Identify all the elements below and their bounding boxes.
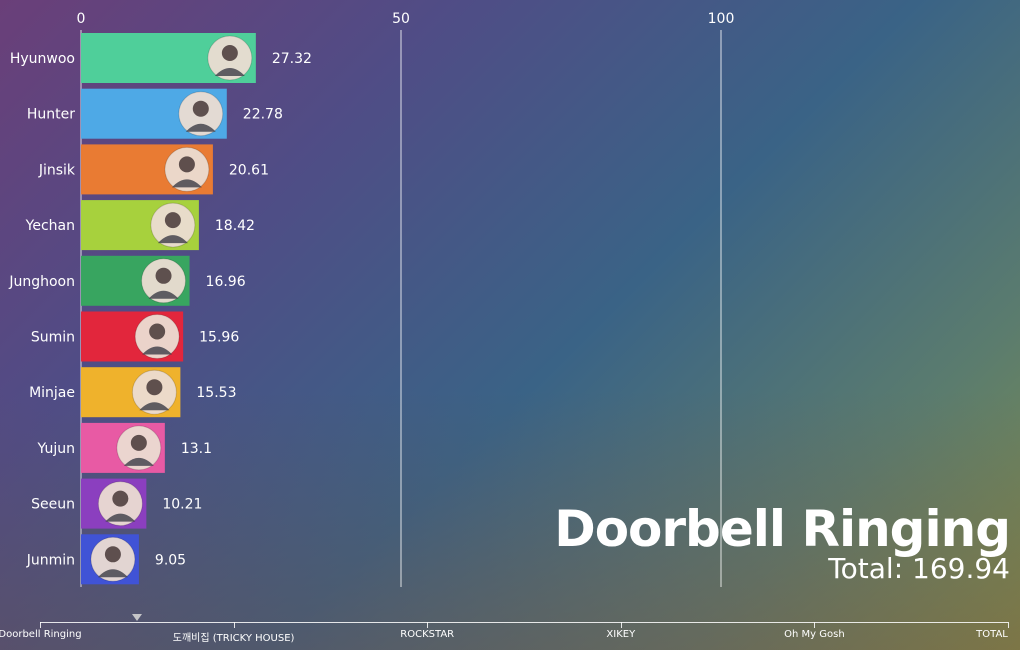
bar-value-hunter: 22.78 bbox=[243, 107, 283, 123]
bar-value-yechan: 18.42 bbox=[215, 218, 255, 234]
bar-label-hunter: Hunter bbox=[27, 107, 75, 123]
bar-value-minjae: 15.53 bbox=[196, 385, 236, 401]
bar-label-sumin: Sumin bbox=[31, 330, 75, 346]
timeline-tick bbox=[1008, 622, 1009, 628]
timeline-tick bbox=[427, 622, 429, 628]
bar-value-junmin: 9.05 bbox=[155, 552, 186, 568]
timeline-label[interactable]: Doorbell Ringing bbox=[0, 629, 82, 640]
bar-value-sumin: 15.96 bbox=[199, 330, 239, 346]
avatar-body-yechan bbox=[157, 235, 188, 244]
avatar-body-hunter bbox=[185, 123, 216, 132]
timeline-label[interactable]: ROCKSTAR bbox=[400, 629, 455, 640]
bar-label-jinsik: Jinsik bbox=[38, 162, 76, 178]
timeline-label[interactable]: XIKEY bbox=[606, 629, 636, 640]
chart-title: Doorbell Ringing bbox=[554, 500, 1011, 558]
bar-label-junghoon: Junghoon bbox=[8, 274, 75, 290]
timeline-tick bbox=[620, 622, 622, 628]
avatar-head-yujun bbox=[130, 434, 147, 451]
timeline-line bbox=[40, 622, 1008, 623]
bar-value-junghoon: 16.96 bbox=[206, 274, 246, 290]
avatar-head-hyunwoo bbox=[221, 45, 238, 61]
timeline-label[interactable]: Oh My Gosh bbox=[784, 629, 845, 640]
avatar-head-seeun bbox=[112, 490, 129, 507]
avatar-head-yechan bbox=[164, 212, 181, 229]
avatar-body-minjae bbox=[139, 402, 170, 411]
chart-total: Total: 169.94 bbox=[828, 552, 1010, 585]
bar-value-yujun: 13.1 bbox=[181, 441, 212, 457]
avatar-body-jinsik bbox=[171, 179, 202, 188]
avatar-body-junmin bbox=[97, 569, 128, 578]
avatar-body-seeun bbox=[105, 513, 136, 522]
song-timeline[interactable]: Doorbell Ringing 도깨비집 (TRICKY HOUSE) ROCKS… bbox=[0, 612, 1020, 650]
bar-label-seeun: Seeun bbox=[31, 497, 75, 513]
avatar-head-junmin bbox=[104, 546, 121, 563]
bar-value-hyunwoo: 27.32 bbox=[272, 51, 312, 67]
avatar-body-hyunwoo bbox=[214, 68, 245, 76]
bar-label-junmin: Junmin bbox=[26, 552, 75, 568]
timeline-position-marker[interactable] bbox=[131, 614, 142, 621]
x-tick-label-0: 0 bbox=[77, 11, 86, 27]
avatar-body-yujun bbox=[123, 457, 154, 466]
avatar-body-junghoon bbox=[148, 290, 179, 299]
bar-label-hyunwoo: Hyunwoo bbox=[10, 51, 75, 67]
bar-label-minjae: Minjae bbox=[29, 385, 75, 401]
bar-value-seeun: 10.21 bbox=[162, 497, 202, 513]
timeline-label[interactable]: TOTAL bbox=[976, 629, 1008, 640]
timeline-tick bbox=[814, 622, 816, 628]
x-tick-label-50: 50 bbox=[392, 11, 410, 27]
bar-value-jinsik: 20.61 bbox=[229, 162, 269, 178]
bar-label-yechan: Yechan bbox=[25, 218, 75, 234]
timeline-tick bbox=[233, 622, 235, 628]
avatar-body-sumin bbox=[142, 346, 173, 355]
avatar-head-minjae bbox=[146, 379, 163, 396]
avatar-head-hunter bbox=[192, 100, 209, 117]
bar-label-yujun: Yujun bbox=[37, 441, 75, 457]
avatar-head-jinsik bbox=[178, 156, 195, 173]
bar-chart: 0 50 100 Hyunwoo 27.32 Hunter 22.78 Jinsik 20.61… bbox=[8, 11, 735, 585]
timeline-tick bbox=[40, 622, 41, 628]
avatar-head-sumin bbox=[149, 323, 166, 340]
timeline-label[interactable]: 도깨비집 (TRICKY HOUSE) bbox=[172, 633, 295, 644]
avatar-head-junghoon bbox=[155, 267, 172, 284]
x-tick-label-100: 100 bbox=[708, 11, 735, 27]
